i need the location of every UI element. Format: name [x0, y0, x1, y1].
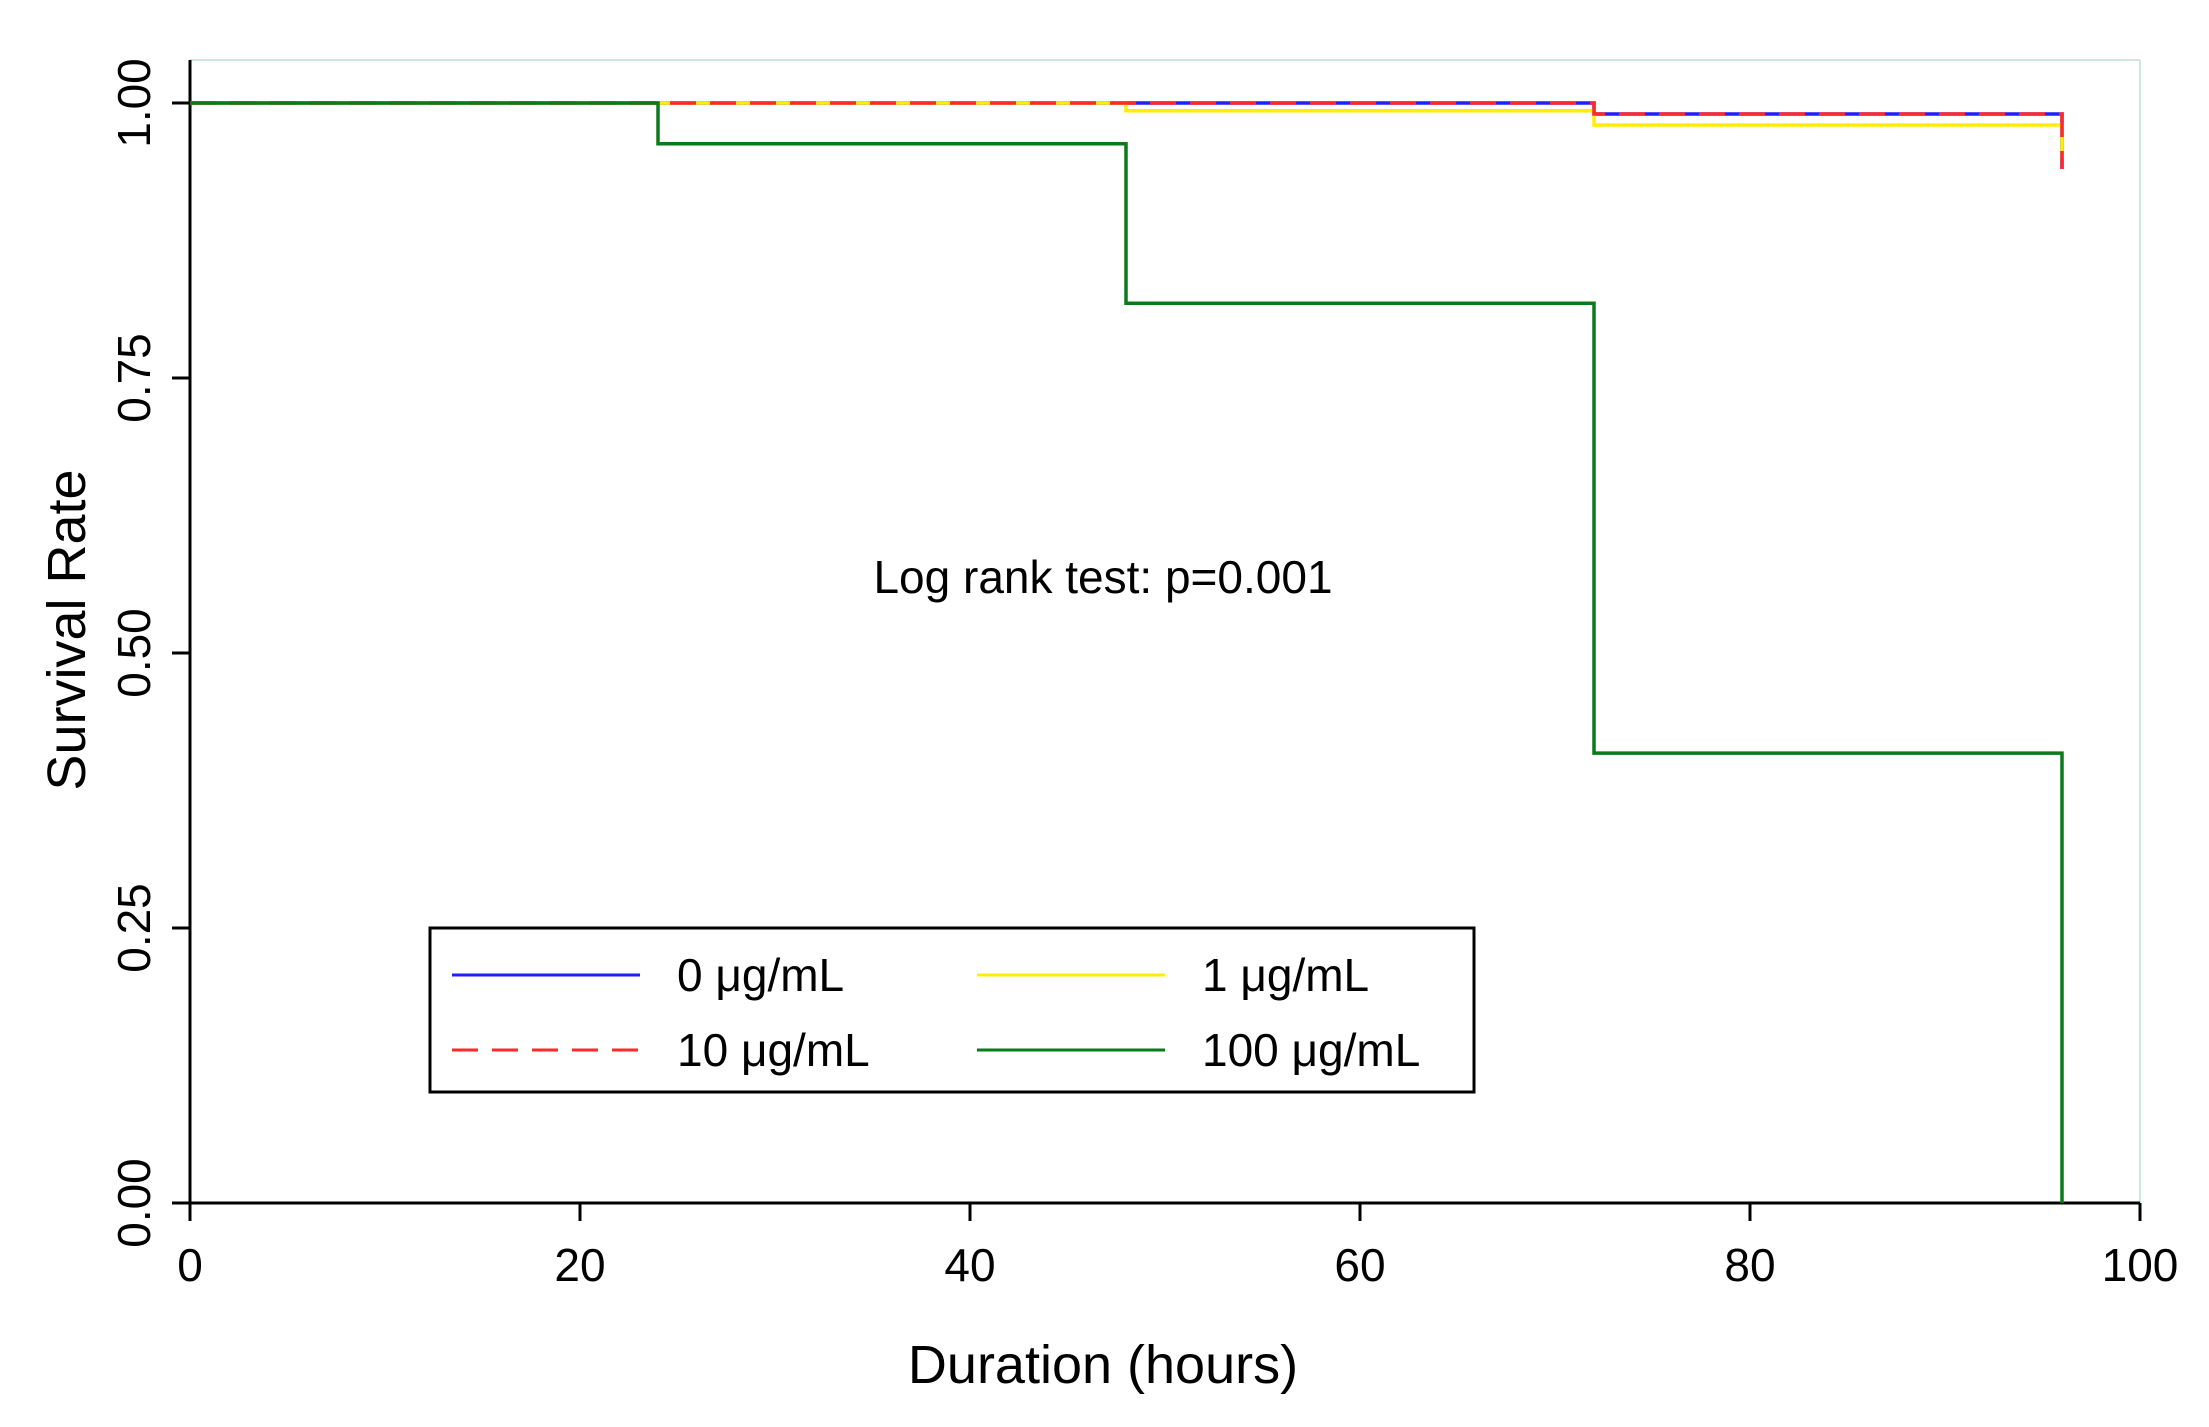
legend-label-100ugml: 100 μg/mL: [1202, 1024, 1420, 1076]
series-line-100ugml: [190, 101, 2064, 1203]
x-axis-title: Duration (hours): [908, 1335, 1298, 1395]
y-axis-title: Survival Rate: [37, 469, 97, 790]
series-line-10ugml: [190, 101, 2064, 169]
legend-label-0ugml: 0 μg/mL: [677, 949, 844, 1001]
x-tick-label: 0: [177, 1239, 203, 1291]
legend-label-1ugml: 1 μg/mL: [1202, 949, 1369, 1001]
x-tick-label: 20: [554, 1239, 605, 1291]
x-tick-label: 100: [2102, 1239, 2179, 1291]
y-tick-label: 0.25: [108, 883, 160, 973]
legend-label-10ugml: 10 μg/mL: [677, 1024, 870, 1076]
log-rank-annotation: Log rank test: p=0.001: [873, 551, 1332, 603]
y-axis-ticks: 0.00 0.25 0.50 0.75 1.00: [108, 58, 190, 1248]
x-axis-ticks: 0 20 40 60 80 100: [177, 1203, 2178, 1291]
x-tick-label: 80: [1724, 1239, 1775, 1291]
x-tick-label: 60: [1334, 1239, 1385, 1291]
legend: 0 μg/mL 1 μg/mL 10 μg/mL 100 μg/mL: [428, 926, 1476, 1094]
y-tick-label: 0.00: [108, 1158, 160, 1248]
legend-box: [428, 926, 1476, 1094]
survival-curves: [190, 101, 2064, 1203]
y-tick-label: 1.00: [108, 58, 160, 148]
y-tick-label: 0.75: [108, 333, 160, 423]
x-tick-label: 40: [944, 1239, 995, 1291]
y-tick-label: 0.50: [108, 608, 160, 698]
